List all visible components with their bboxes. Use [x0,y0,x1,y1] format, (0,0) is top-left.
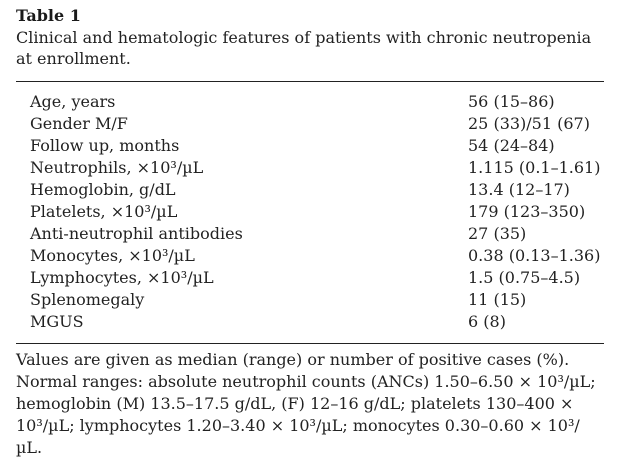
table-row: Splenomegaly 11 (15) [16,289,604,311]
row-value: 6 (8) [468,312,506,331]
table-row: Hemoglobin, g/dL 13.4 (12–17) [16,179,604,201]
features-table: Age, years 56 (15–86) Gender M/F 25 (33)… [16,91,604,333]
table-row: Monocytes, ×10³/µL 0.38 (0.13–1.36) [16,245,604,267]
row-value: 27 (35) [468,224,527,243]
row-label: Neutrophils, ×10³/µL [30,158,204,177]
row-value: 1.115 (0.1–1.61) [468,158,601,177]
table-row: Gender M/F 25 (33)/51 (67) [16,113,604,135]
row-label: Lymphocytes, ×10³/µL [30,268,214,287]
row-value: 0.38 (0.13–1.36) [468,246,601,265]
table-row: Age, years 56 (15–86) [16,91,604,113]
table-row: Neutrophils, ×10³/µL 1.115 (0.1–1.61) [16,157,604,179]
table-label: Table 1 [16,6,81,25]
row-label: MGUS [30,312,84,331]
table-row: MGUS 6 (8) [16,311,604,333]
row-label: Hemoglobin, g/dL [30,180,176,199]
row-label: Follow up, months [30,136,180,155]
row-value: 11 (15) [468,290,527,309]
row-label: Gender M/F [30,114,128,133]
table-row: Platelets, ×10³/µL 179 (123–350) [16,201,604,223]
table-row: Follow up, months 54 (24–84) [16,135,604,157]
table-top-rule [16,81,604,82]
table-row: Anti-neutrophil antibodies 27 (35) [16,223,604,245]
table-bottom-rule [16,343,604,344]
row-value: 13.4 (12–17) [468,180,570,199]
row-label: Anti-neutrophil antibodies [30,224,243,243]
row-value: 25 (33)/51 (67) [468,114,590,133]
footnote-values-note: Values are given as median (range) or nu… [16,350,570,369]
row-label: Platelets, ×10³/µL [30,202,178,221]
table-caption: Clinical and hematologic features of pat… [16,28,592,68]
table-row: Lymphocytes, ×10³/µL 1.5 (0.75–4.5) [16,267,604,289]
table-footnote: Values are given as median (range) or nu… [16,349,604,459]
row-value: 1.5 (0.75–4.5) [468,268,581,287]
row-label: Age, years [30,92,116,111]
row-label: Splenomegaly [30,290,145,309]
row-value: 56 (15–86) [468,92,555,111]
row-value: 179 (123–350) [468,202,586,221]
footnote-normal-ranges: Normal ranges: absolute neutrophil count… [16,372,596,457]
row-label: Monocytes, ×10³/µL [30,246,195,265]
row-value: 54 (24–84) [468,136,555,155]
